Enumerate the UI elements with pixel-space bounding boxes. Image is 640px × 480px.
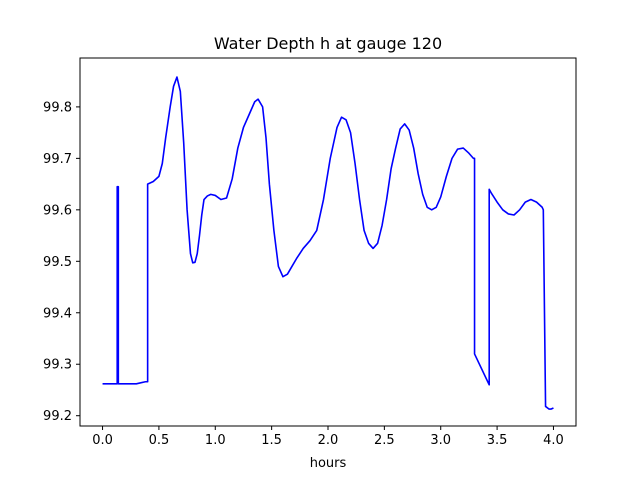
y-tick-label: 99.7 bbox=[43, 152, 72, 167]
plot-area bbox=[102, 76, 554, 410]
y-tick-label: 99.8 bbox=[43, 100, 72, 115]
y-tick-label: 99.4 bbox=[43, 306, 72, 321]
x-tick-label: 3.0 bbox=[430, 433, 451, 448]
x-tick-label: 0.5 bbox=[149, 433, 170, 448]
chart-title: Water Depth h at gauge 120 bbox=[214, 34, 442, 53]
x-tick-label: 4.0 bbox=[543, 433, 564, 448]
series-line-0 bbox=[102, 76, 554, 410]
y-tick-label: 99.5 bbox=[43, 255, 72, 270]
y-tick-label: 99.6 bbox=[43, 203, 72, 218]
x-tick-label: 2.5 bbox=[374, 433, 395, 448]
x-tick-label: 0.0 bbox=[92, 433, 113, 448]
x-tick-label: 3.5 bbox=[487, 433, 508, 448]
x-tick-label: 1.5 bbox=[261, 433, 282, 448]
x-axis-label: hours bbox=[310, 456, 347, 471]
y-tick-label: 99.3 bbox=[43, 358, 72, 373]
x-tick-label: 2.0 bbox=[318, 433, 339, 448]
axes: 0.0 0.5 1.0 1.5 2.0 2.5 3.0 3.5 4.0 99.2 99.3 99.4 9… bbox=[43, 57, 577, 448]
y-tick-label: 99.2 bbox=[43, 409, 72, 424]
x-tick-label: 1.0 bbox=[205, 433, 226, 448]
